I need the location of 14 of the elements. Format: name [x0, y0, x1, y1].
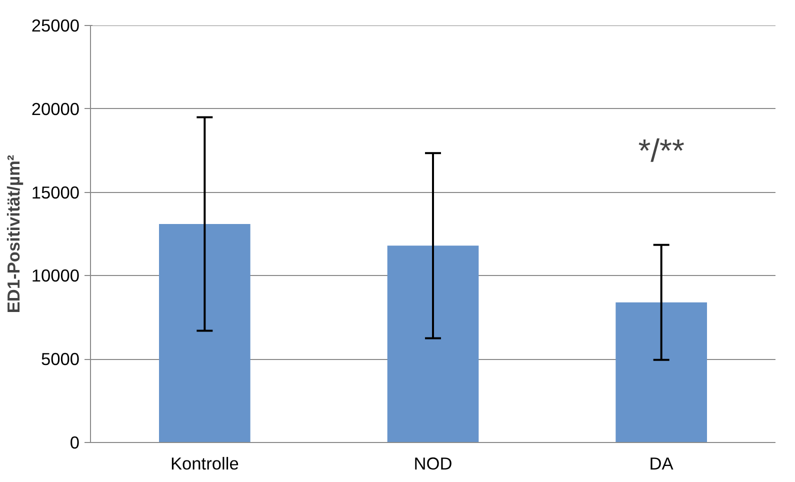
bar [616, 302, 707, 442]
bar [387, 246, 479, 442]
y-tick-label: 15000 [31, 182, 80, 202]
y-tick-label: 20000 [31, 98, 80, 119]
annotation: */** [638, 132, 684, 168]
x-tick-label: DA [649, 454, 674, 474]
y-axis-title: ED1-Positivität/µm² [3, 154, 24, 314]
bar [159, 224, 250, 442]
y-tick-label: 5000 [40, 349, 80, 370]
y-tick-label: 10000 [31, 266, 80, 286]
y-tick-label: 0 [70, 432, 80, 452]
x-tick-label: Kontrolle [170, 454, 239, 474]
x-tick-label: NOD [414, 454, 452, 474]
y-tick-label: 25000 [31, 16, 80, 36]
